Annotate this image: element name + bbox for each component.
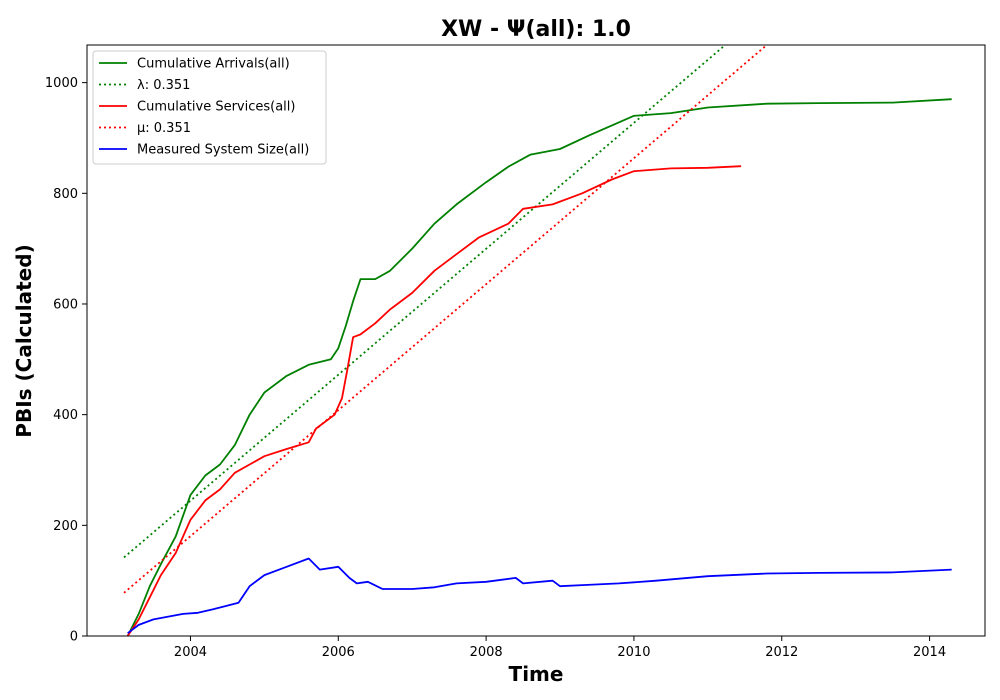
y-tick-label: 400: [53, 408, 78, 423]
y-tick-label: 0: [70, 630, 78, 645]
x-axis-label: Time: [509, 662, 564, 686]
series-line-2: [126, 165, 742, 636]
y-tick-label: 600: [53, 297, 78, 312]
series-line-3: [123, 45, 769, 594]
plot-area: [123, 45, 952, 636]
legend-box: [92, 50, 327, 165]
legend-label: λ: 0.351: [137, 78, 190, 93]
legend: Cumulative Arrivals(all) λ: 0.351 Cumulati…: [92, 50, 327, 165]
x-axis: 2004 2006 2008 2010 2012 2014: [174, 636, 946, 660]
legend-label: μ: 0.351: [137, 121, 191, 136]
x-tick-label: 2010: [617, 645, 650, 660]
x-tick-label: 2014: [913, 645, 946, 660]
legend-label: Cumulative Services(all): [137, 100, 295, 115]
y-tick-label: 200: [53, 519, 78, 534]
x-tick-label: 2012: [765, 645, 798, 660]
series-line-1: [123, 45, 727, 559]
y-axis-label: PBIs (Calculated): [12, 244, 36, 437]
series-line-4: [127, 557, 952, 634]
y-tick-label: 800: [53, 187, 78, 202]
x-tick-label: 2006: [322, 645, 355, 660]
x-tick-label: 2008: [470, 645, 503, 660]
y-tick-label: 1000: [45, 76, 78, 91]
legend-label: Cumulative Arrivals(all): [137, 57, 290, 72]
x-tick-label: 2004: [174, 645, 207, 660]
plot-frame: [86, 44, 986, 637]
chart-title: XW - Ψ(all): 1.0: [441, 17, 631, 42]
y-axis: 0 200 400 600 800 1000: [45, 76, 87, 645]
series-line-0: [126, 98, 952, 636]
legend-label: Measured System Size(all): [137, 143, 309, 158]
